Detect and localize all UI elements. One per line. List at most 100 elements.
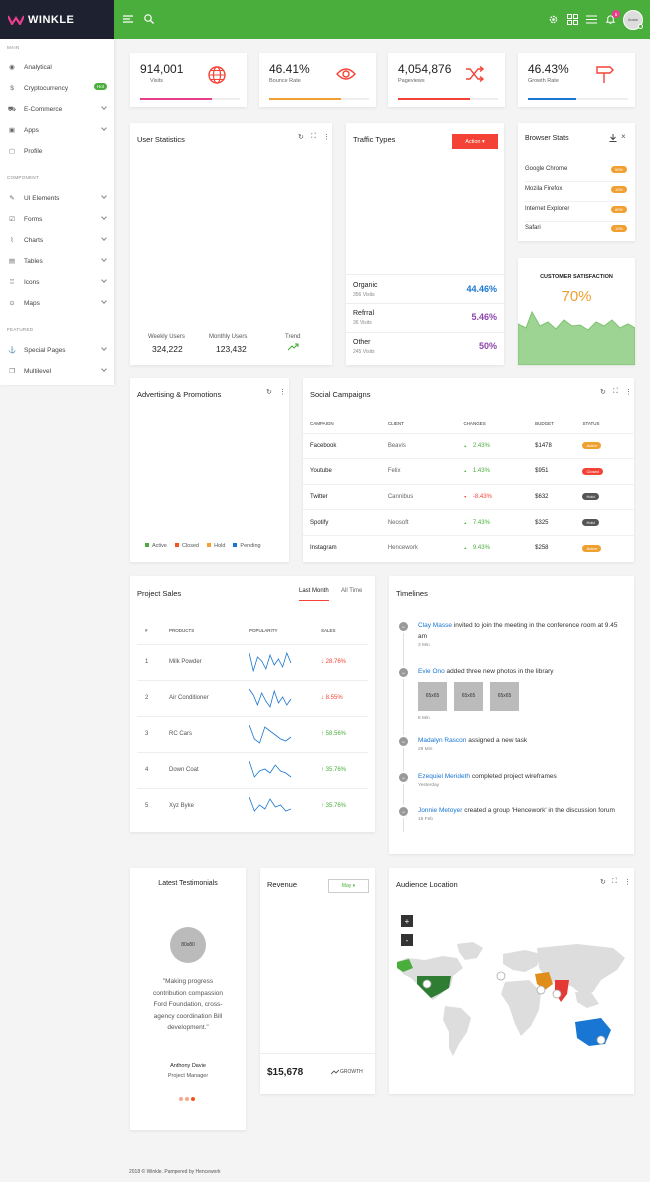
world-map[interactable] <box>395 940 629 1060</box>
timeline-user-link[interactable]: Evie Ono <box>418 668 445 675</box>
photo-thumbnail[interactable]: 65x65 <box>418 682 447 711</box>
map-zoom-in-button[interactable]: + <box>401 915 413 927</box>
sidebar-item-special-pages[interactable]: ⚓ Special Pages <box>0 340 114 360</box>
action-dropdown-button[interactable]: Action ▾ <box>452 134 498 149</box>
more-vertical-icon[interactable]: ⋮ <box>323 134 330 141</box>
fullscreen-icon[interactable]: ⛶ <box>613 388 618 395</box>
campaign-change: ▼ -8.43% <box>463 493 492 500</box>
campaign-row[interactable]: Youtube Felix ▲ 1.43% $951 Closed <box>303 458 634 485</box>
campaign-table: CAMPAIGN CLIENT CHANGES BUDGET STATUS Fa… <box>303 414 634 561</box>
refresh-icon[interactable]: ↻ <box>266 389 272 396</box>
trend-up-icon <box>288 343 299 351</box>
timeline-time: 18 Feb <box>418 817 433 822</box>
sales-row[interactable]: 2 Air Conditioner ↓ 8.55% <box>137 680 368 716</box>
timeline-item: ••• Evie Ono added three new photos in th… <box>397 666 627 723</box>
sidebar-item-label: Cryptocurrency <box>24 84 69 92</box>
legend-item-closed: Closed <box>174 543 199 549</box>
sidebar-item-forms[interactable]: ☑ Forms <box>0 209 114 229</box>
user-statistics-card: User Statistics ↻ ⛶ ⋮ Weekly Users 324,2… <box>130 123 332 365</box>
arrow-up-icon: ▲ <box>463 520 467 525</box>
sidebar-item-label: Profile <box>24 147 43 155</box>
product-name: Air Conditioner <box>169 695 209 701</box>
sidebar-item-label: Tables <box>24 257 43 265</box>
apps-grid-icon[interactable] <box>567 14 578 25</box>
fullscreen-icon[interactable]: ⛶ <box>311 133 316 140</box>
more-vertical-icon[interactable]: ⋮ <box>625 389 632 396</box>
testimonial-name: Anthony Davie <box>170 1063 206 1069</box>
timeline-time: Yesterday <box>418 783 440 788</box>
brand-name[interactable]: WINKLE <box>28 13 75 26</box>
sidebar-item-cryptocurrency[interactable]: $ Cryptocurrency Hot <box>0 78 114 98</box>
card-title: Audience Location <box>396 880 458 889</box>
photo-thumbnail[interactable]: 65x65 <box>490 682 519 711</box>
map-region-alaska <box>397 959 413 972</box>
stat-progress-fill <box>528 98 576 100</box>
traffic-visits: 245 Visits <box>353 349 375 355</box>
more-vertical-icon[interactable]: ⋮ <box>279 389 286 396</box>
sidebar-item-tables[interactable]: ▤ Tables <box>0 251 114 271</box>
sidebar-item-ui-elements[interactable]: ✎ UI Elements <box>0 188 114 208</box>
audience-location-card: Audience Location ↻ ⛶ ⋮ + - <box>389 868 634 1094</box>
timeline-user-link[interactable]: Clay Masse <box>418 622 452 629</box>
campaign-row[interactable]: Spotify Neosoft ▲ 7.43% $325 Hold <box>303 509 634 536</box>
campaign-name: Facebook <box>310 442 337 449</box>
sales-row[interactable]: 1 Milk Powder ↓ 28.76% <box>137 644 368 680</box>
customer-satisfaction-card: CUSTOMER SATISFACTION 70% <box>518 258 635 365</box>
eye-icon <box>336 68 356 80</box>
campaign-row[interactable]: Twitter Cannibus ▼ -8.43% $632 Hold <box>303 484 634 510</box>
download-icon[interactable] <box>609 134 617 142</box>
chart-legend: Active Closed Hold Pending <box>145 543 261 549</box>
stat-value: 46.41% <box>269 62 310 76</box>
traffic-visits: 36 Visits <box>353 320 372 326</box>
refresh-icon[interactable]: ↻ <box>600 389 606 396</box>
refresh-icon[interactable]: ↻ <box>600 879 606 886</box>
campaign-client: Felix <box>387 468 401 475</box>
carousel-dot[interactable] <box>179 1097 183 1101</box>
photo-thumbnail[interactable]: 65x65 <box>454 682 483 711</box>
month-select[interactable]: May ▾ <box>328 879 369 893</box>
row-number: 3 <box>145 731 149 737</box>
traffic-row: Organic 356 Visits 44.46% <box>346 274 504 303</box>
refresh-icon[interactable]: ↻ <box>298 134 304 141</box>
more-vertical-icon[interactable]: ⋮ <box>624 879 631 886</box>
sales-row[interactable]: 5 Xyz Byke ↑ 35.76% <box>137 788 368 824</box>
timeline-user-link[interactable]: Jonnie Metoyer <box>418 807 463 814</box>
sidebar-item-maps[interactable]: ⊙ Maps <box>0 293 114 313</box>
settings-gear-icon[interactable] <box>548 14 559 25</box>
sales-value: ↑ 35.76% <box>321 803 347 809</box>
search-icon[interactable] <box>144 14 154 24</box>
notification-bell-icon[interactable] <box>605 14 616 25</box>
campaign-row[interactable]: Instagram Hencework ▲ 9.43% $258 Active <box>303 535 634 561</box>
tab-all-time[interactable]: All Time <box>341 588 363 594</box>
sidebar-item-label: Charts <box>24 236 44 244</box>
sales-value: ↑ 35.76% <box>321 767 347 773</box>
testimonial-role: Project Manager <box>167 1073 209 1079</box>
timeline-user-link[interactable]: Ezequiel Merideth <box>418 773 471 780</box>
close-icon[interactable]: × <box>621 132 626 141</box>
sidebar-item-charts[interactable]: ⌇ Charts <box>0 230 114 250</box>
sidebar-section-component: COMPONENT <box>7 175 39 180</box>
carousel-dot[interactable] <box>185 1097 189 1101</box>
sales-row[interactable]: 3 RC Cars ↑ 58.56% <box>137 716 368 752</box>
fullscreen-icon[interactable]: ⛶ <box>612 878 617 885</box>
map-zoom-out-button[interactable]: - <box>401 934 413 946</box>
sidebar-item-profile[interactable]: ▢ Profile <box>0 141 114 161</box>
map-marker <box>596 1035 606 1045</box>
sidebar-item-multilevel[interactable]: ❐ Multilevel <box>0 361 114 381</box>
sidebar-item-apps[interactable]: ▣ Apps <box>0 120 114 140</box>
campaign-row[interactable]: Facebook Beavis ▲ 2.43% $1478 Active <box>303 433 634 459</box>
sidebar-item-analytical[interactable]: ◉ Analytical <box>0 57 114 77</box>
browser-row: Internet Explorer 80% <box>525 203 629 222</box>
sidebar-item-icons[interactable]: ♖ Icons <box>0 272 114 292</box>
sidebar-item-ecommerce[interactable]: ⛟ E-Commerce <box>0 99 114 119</box>
sales-row[interactable]: 4 Down Coat ↑ 35.76% <box>137 752 368 788</box>
timeline-user-link[interactable]: Madalyn Rascon <box>418 737 467 744</box>
tab-last-month[interactable]: Last Month <box>299 588 329 601</box>
map-pin-icon: ⊙ <box>9 300 15 307</box>
arrow-up-icon: ↑ <box>321 803 324 809</box>
stat-progress-bar <box>528 98 628 100</box>
cart-icon: ⛟ <box>7 105 17 113</box>
menu-toggle-icon[interactable] <box>123 15 133 23</box>
carousel-dot-active[interactable] <box>191 1097 195 1101</box>
list-icon[interactable] <box>586 15 597 24</box>
